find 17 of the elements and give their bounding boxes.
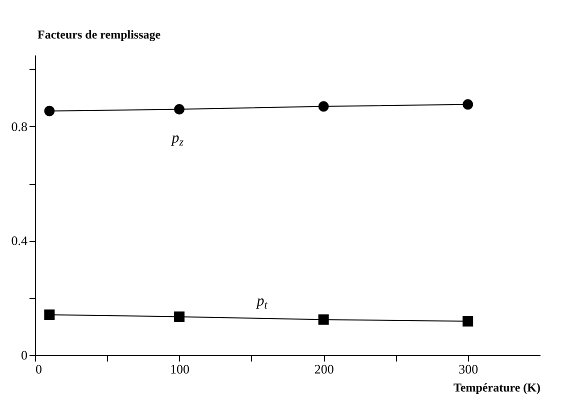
point bbox=[44, 309, 55, 320]
x-tick-label: 0 bbox=[36, 362, 42, 376]
point bbox=[318, 101, 329, 112]
point bbox=[44, 106, 55, 116]
x-tick-label: 200 bbox=[314, 362, 334, 376]
point bbox=[174, 311, 185, 322]
point bbox=[462, 99, 474, 110]
y-tick-label: 0.4 bbox=[11, 233, 28, 248]
x-axis-title: Température (K) bbox=[454, 380, 540, 394]
point bbox=[174, 104, 185, 115]
y-tick-label: 0 bbox=[21, 348, 28, 362]
x-tick-label: 100 bbox=[170, 362, 190, 376]
point bbox=[462, 316, 474, 327]
y-axis-title: Facteurs de remplissage bbox=[38, 28, 162, 42]
y-tick-label: 0.8 bbox=[11, 118, 28, 134]
x-tick-label: 300 bbox=[458, 362, 478, 376]
point bbox=[318, 314, 329, 325]
